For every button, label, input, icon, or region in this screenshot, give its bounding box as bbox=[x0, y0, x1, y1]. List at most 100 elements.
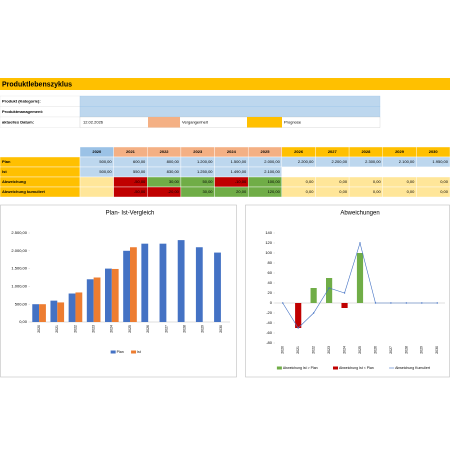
table-cell bbox=[79, 176, 114, 188]
cell-value: 600,00 bbox=[133, 159, 146, 164]
input-cell bbox=[79, 106, 381, 118]
y-tick-label: 2.000,00 bbox=[11, 248, 27, 253]
cell-value: 2.100,00 bbox=[264, 169, 280, 174]
x-tick-label: 2020 bbox=[37, 325, 41, 333]
cell-value: 550,00 bbox=[133, 169, 146, 174]
cell-value: 120,00 bbox=[268, 189, 281, 194]
cell-value: 2.200,00 bbox=[332, 159, 348, 164]
input-cell bbox=[79, 95, 381, 107]
cell-value: 0,00 bbox=[373, 189, 382, 194]
cell-value: 830,00 bbox=[167, 169, 180, 174]
line-point bbox=[374, 302, 377, 304]
cell-value: -20,00 bbox=[168, 189, 180, 194]
bar bbox=[39, 304, 46, 322]
title-bar bbox=[0, 78, 450, 90]
table-cell bbox=[348, 166, 383, 178]
legend-label: Abweichung Ist < Plan bbox=[339, 366, 374, 370]
cell-value: 0,00 bbox=[306, 189, 315, 194]
x-tick-label: 2026 bbox=[373, 346, 377, 354]
bar bbox=[341, 303, 348, 308]
cell-value: 500,00 bbox=[99, 169, 112, 174]
line-point bbox=[328, 287, 330, 289]
y-tick-label: -40 bbox=[266, 320, 273, 325]
x-tick-label: 2023 bbox=[92, 325, 96, 333]
x-tick-label: 2029 bbox=[201, 325, 205, 333]
row-label-cell bbox=[0, 156, 81, 168]
year-header: 2025 bbox=[261, 149, 271, 154]
y-tick-label: 2.500,00 bbox=[11, 230, 27, 235]
x-tick-label: 2026 bbox=[146, 325, 150, 333]
y-tick-label: 60 bbox=[268, 270, 273, 275]
x-tick-label: 2023 bbox=[327, 346, 331, 354]
year-header: 2023 bbox=[193, 149, 203, 154]
bar bbox=[214, 252, 221, 322]
x-tick-label: 2021 bbox=[55, 325, 59, 333]
bar bbox=[105, 268, 112, 322]
bar bbox=[310, 288, 317, 303]
x-tick-label: 2022 bbox=[312, 346, 316, 354]
cell-value: 2.000,00 bbox=[264, 159, 280, 164]
date-cell bbox=[79, 116, 381, 128]
row-label: Abweichung bbox=[2, 179, 26, 184]
forecast-legend: Prognose bbox=[284, 119, 302, 124]
date-value: 12.02.2026 bbox=[83, 119, 104, 124]
year-header: 2028 bbox=[361, 149, 371, 154]
y-tick-label: 1.500,00 bbox=[11, 266, 27, 271]
legend-label: Ist bbox=[137, 350, 141, 354]
y-tick-label: -80 bbox=[266, 340, 273, 345]
table-cell bbox=[416, 186, 450, 198]
year-header: 2021 bbox=[126, 149, 136, 154]
row-label: Plan bbox=[2, 159, 11, 164]
x-tick-label: 2027 bbox=[389, 346, 393, 354]
page-title: Produktlebenszyklus bbox=[2, 81, 72, 88]
x-tick-label: 2022 bbox=[73, 325, 77, 333]
x-tick-label: 2020 bbox=[281, 346, 285, 354]
line-point bbox=[282, 302, 284, 304]
x-tick-label: 2024 bbox=[342, 346, 346, 354]
chart-title: Plan- Ist-Vergleich bbox=[106, 211, 155, 217]
field-label: aktuelles Datum: bbox=[2, 119, 34, 124]
table-cell bbox=[281, 166, 316, 178]
y-tick-label: 0 bbox=[270, 300, 273, 305]
legend-label: Plan bbox=[117, 350, 124, 354]
x-tick-label: 2028 bbox=[404, 346, 408, 354]
bar bbox=[93, 277, 101, 322]
bar bbox=[195, 247, 203, 322]
legend-swatch bbox=[110, 350, 116, 354]
year-header: 2030 bbox=[429, 149, 439, 154]
x-tick-label: 2025 bbox=[358, 346, 362, 354]
x-tick-label: 2024 bbox=[110, 325, 114, 333]
x-tick-label: 2028 bbox=[182, 325, 186, 333]
cell-value: 30,00 bbox=[203, 189, 214, 194]
bar bbox=[141, 243, 149, 322]
x-tick-label: 2027 bbox=[164, 325, 168, 333]
row-label-cell bbox=[0, 166, 81, 178]
table-cell bbox=[79, 186, 114, 198]
cell-value: -50,00 bbox=[134, 179, 146, 184]
cell-value: 0,00 bbox=[440, 179, 449, 184]
forecast-swatch bbox=[247, 117, 282, 128]
x-tick-label: 2030 bbox=[435, 346, 439, 354]
y-tick-label: -20 bbox=[266, 310, 273, 315]
bar bbox=[177, 240, 185, 322]
cell-value: 50,00 bbox=[203, 179, 214, 184]
cell-value: 2.100,00 bbox=[399, 159, 415, 164]
line-point bbox=[359, 242, 361, 244]
bar bbox=[86, 279, 94, 322]
legend-label: Abweichung Ist > Plan bbox=[283, 366, 318, 370]
cell-value: 0,00 bbox=[407, 179, 416, 184]
cell-value: 1.490,00 bbox=[231, 169, 247, 174]
bar bbox=[356, 253, 364, 303]
year-header: 2022 bbox=[160, 149, 170, 154]
row-label: Ist bbox=[2, 169, 7, 174]
y-tick-label: 40 bbox=[268, 280, 273, 285]
line-point bbox=[436, 302, 438, 304]
bar bbox=[50, 300, 58, 322]
cell-value: 1.950,00 bbox=[432, 159, 448, 164]
y-tick-label: -60 bbox=[266, 330, 273, 335]
x-tick-label: 2030 bbox=[219, 325, 223, 333]
bar bbox=[57, 302, 65, 322]
cell-value: -50,00 bbox=[134, 189, 146, 194]
y-tick-label: 20 bbox=[268, 290, 273, 295]
